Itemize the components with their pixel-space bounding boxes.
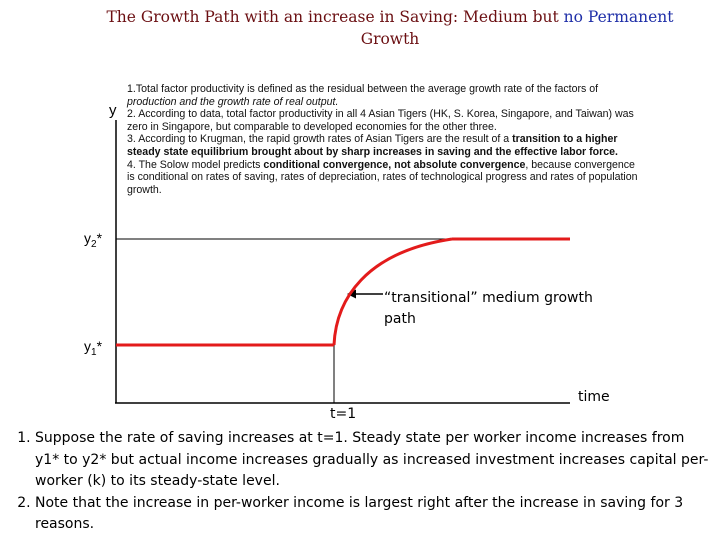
title-part-1: The Growth Path with an increase in Savi…	[106, 8, 564, 26]
y2-star: *	[96, 230, 103, 246]
note-3-bold-b: steady state equilibrium brought about b…	[127, 145, 618, 158]
note-4-plain-b: , because convergence	[525, 158, 635, 171]
note-4-line-3: growth.	[127, 183, 162, 196]
note-4-bold: conditional convergence, not absolute co…	[263, 158, 526, 171]
note-1-line-2: production and the growth rate of real o…	[127, 95, 339, 108]
note-3-plain: 3. According to Krugman, the rapid growt…	[127, 133, 513, 146]
y2-star-label: y2*	[84, 230, 102, 250]
note-4-plain-a: 4. The Solow model predicts	[127, 158, 264, 171]
y2-subscript: 2	[91, 238, 97, 250]
slide-title: The Growth Path with an increase in Savi…	[90, 6, 690, 50]
note-2-line-1: 2. According to data, total factor produ…	[127, 108, 634, 121]
note-4-line-2: is conditional on rates of saving, rates…	[127, 171, 638, 184]
note-3-bold-a: transition to a higher	[512, 133, 618, 146]
note-2-line-2: zero in Singapore, but comparable to dev…	[127, 120, 497, 133]
annotation-line-2: path	[384, 311, 416, 327]
note-3-line-1: 3. According to Krugman, the rapid growt…	[127, 133, 712, 146]
title-part-2: no Permanent	[563, 8, 674, 26]
y1-main: y	[84, 338, 91, 354]
notes-block: 1.Total factor productivity is defined a…	[127, 83, 712, 196]
transitional-path-annotation: “transitional” medium growth path	[384, 288, 624, 330]
time-axis-label: time	[578, 389, 610, 405]
y1-star: *	[96, 338, 103, 354]
note-1-line-1: 1.Total factor productivity is defined a…	[127, 83, 599, 95]
explanation-item-1: Suppose the rate of saving increases at …	[35, 428, 710, 493]
explanation-item-2: Note that the increase in per-worker inc…	[35, 493, 710, 536]
y-axis-label: y	[109, 102, 117, 119]
y1-subscript: 1	[91, 346, 97, 358]
t1-label: t=1	[330, 406, 357, 422]
annotation-line-1: “transitional” medium growth	[384, 290, 593, 306]
transitional-growth-path	[332, 237, 453, 346]
note-3-line-2: steady state equilibrium brought about b…	[127, 146, 712, 159]
y2-main: y	[84, 230, 91, 246]
explanation-list: Suppose the rate of saving increases at …	[0, 428, 710, 536]
title-part-3: Growth	[360, 30, 420, 48]
note-4-line-1: 4. The Solow model predicts conditional …	[127, 159, 712, 172]
y1-star-label: y1*	[84, 338, 102, 358]
